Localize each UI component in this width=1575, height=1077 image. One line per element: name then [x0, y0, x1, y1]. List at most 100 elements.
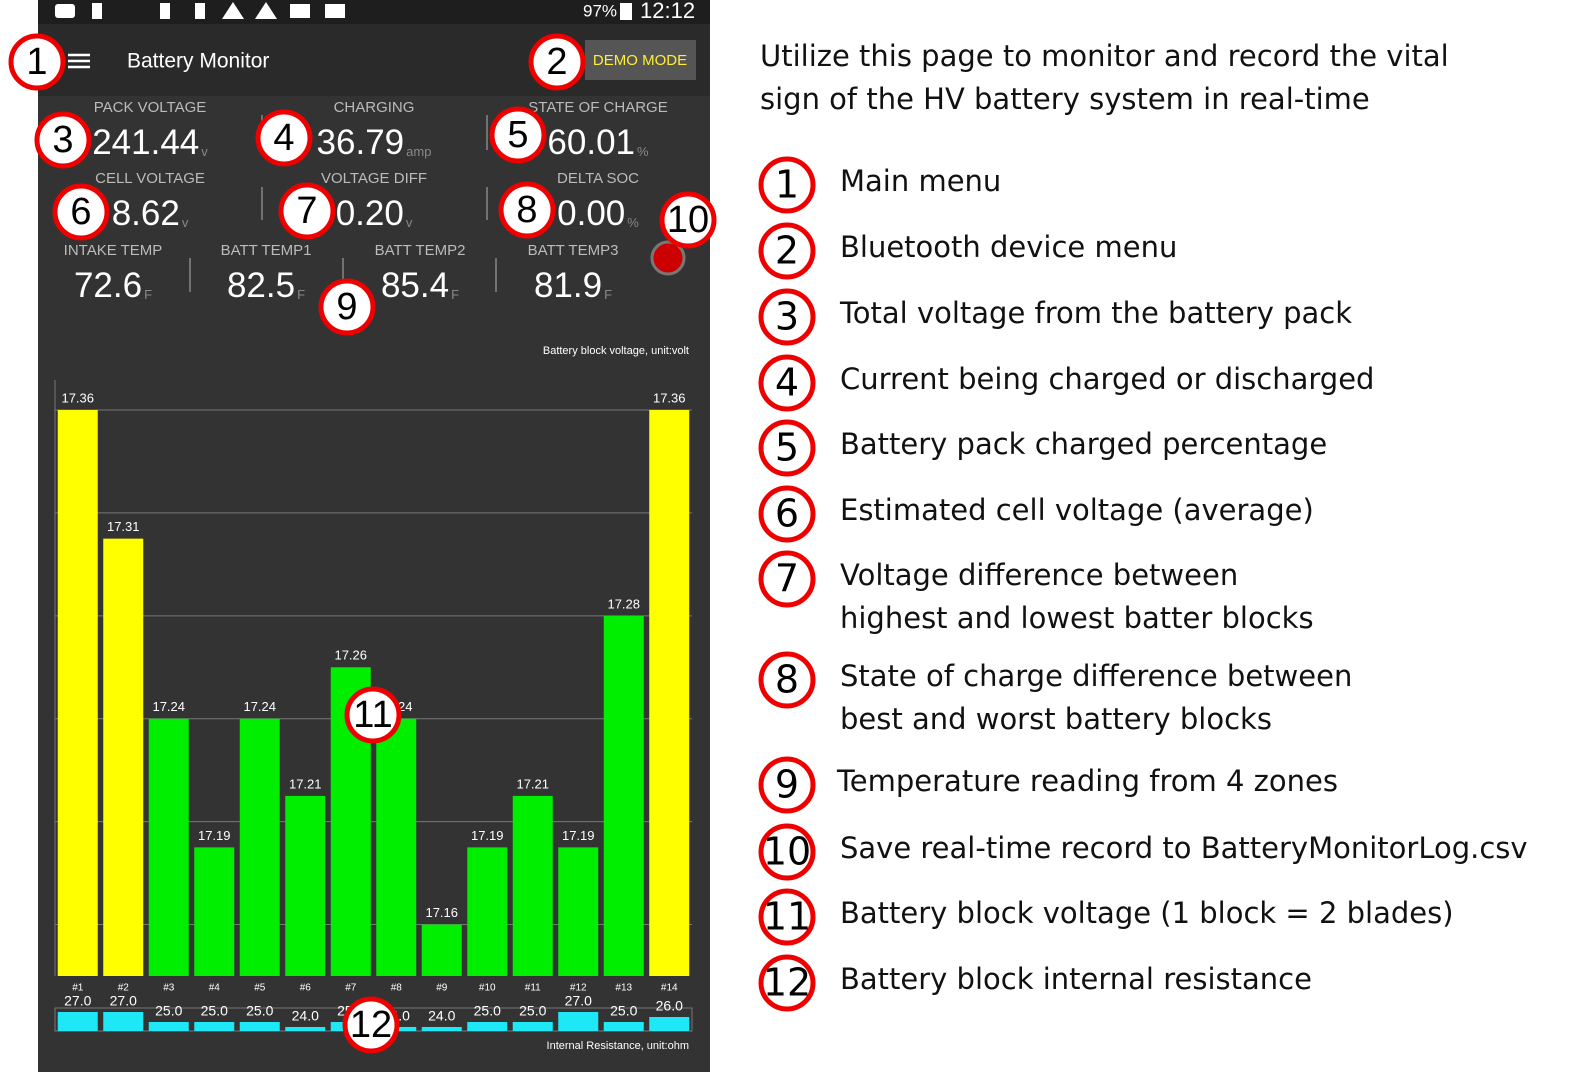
- annotation-text: Estimated cell voltage (average): [840, 493, 1314, 527]
- resistance-bar: [558, 1012, 599, 1031]
- metric-value: 82.5 F: [227, 266, 305, 305]
- metric-value: 85.4 F: [381, 266, 459, 305]
- annotation-badge: [8, 33, 66, 91]
- category-label: #7: [345, 983, 357, 994]
- menu-icon[interactable]: [68, 53, 90, 69]
- annotation-badge: [255, 109, 313, 167]
- annotation-badge: [528, 33, 586, 91]
- metric-number: 72.6: [74, 266, 142, 305]
- category-label: #5: [254, 983, 266, 994]
- resistance-bar: [57, 1012, 98, 1031]
- annotation-text: Voltage difference between: [840, 558, 1238, 592]
- metric-label: INTAKE TEMP: [64, 242, 163, 259]
- voltage-bar: [649, 410, 690, 976]
- metric-value: 8.62 v: [112, 194, 189, 233]
- annotation-badge: [342, 996, 400, 1054]
- intro-text: sign of the HV battery system in real-ti…: [760, 82, 1370, 116]
- value-label: 17.21: [289, 776, 322, 791]
- annotation-badge: [489, 106, 547, 164]
- badge-number: 12: [350, 1004, 392, 1046]
- annotation-badge: [659, 191, 717, 249]
- metric-unit: F: [451, 287, 459, 302]
- metric-unit: amp: [406, 144, 431, 159]
- resistance-bar: [148, 1022, 189, 1031]
- badge-number: 11: [353, 694, 392, 736]
- metric-unit: %: [637, 144, 649, 159]
- voltage-bar: [194, 847, 235, 976]
- category-label: #3: [163, 983, 175, 994]
- value-label: 24.0: [428, 1008, 455, 1024]
- badge-number: 5: [775, 426, 799, 470]
- metric-label: CHARGING: [334, 99, 415, 116]
- icon: [195, 3, 205, 19]
- demo-mode-button[interactable]: [585, 40, 696, 80]
- annotation-badge: [758, 222, 816, 280]
- resistance-bar: [512, 1022, 553, 1031]
- category-label: #2: [118, 983, 130, 994]
- badge-number: 4: [273, 117, 294, 159]
- category-label: #13: [615, 983, 632, 994]
- resistance-bar: [649, 1017, 690, 1031]
- value-label: 17.16: [425, 905, 458, 920]
- icon: [222, 2, 244, 19]
- badge-number: 10: [763, 830, 811, 874]
- metric-unit: v: [406, 215, 413, 230]
- annotation-text: State of charge difference between: [840, 659, 1352, 693]
- resistance-bar: [421, 1027, 462, 1031]
- value-label: 17.24: [152, 699, 185, 714]
- annotation-badge: [758, 354, 816, 412]
- value-label: 17.28: [607, 596, 640, 611]
- annotation-badge: [758, 156, 816, 214]
- badge-number: 2: [775, 229, 799, 273]
- badge-number: 3: [52, 119, 73, 161]
- metric-number: 81.9: [534, 266, 602, 305]
- annotation-text: Total voltage from the battery pack: [839, 296, 1352, 330]
- badge-number: 3: [775, 295, 799, 339]
- value-label: 25.0: [201, 1003, 228, 1019]
- value-label: 26.0: [656, 998, 683, 1014]
- value-label: 25.0: [474, 1003, 501, 1019]
- value-label: 17.19: [198, 828, 231, 843]
- annotation-badge: [758, 419, 816, 477]
- metric-number: 85.4: [381, 266, 449, 305]
- annotation-badge: [758, 823, 816, 881]
- annotation-badge: [498, 181, 556, 239]
- value-label: 17.19: [562, 828, 595, 843]
- voltage-bar: [603, 615, 644, 976]
- icon: [160, 3, 170, 19]
- metric-unit: F: [144, 287, 152, 302]
- category-label: #9: [436, 983, 448, 994]
- annotation-badge: [758, 954, 816, 1012]
- metric-unit: F: [604, 287, 612, 302]
- value-label: 25.0: [519, 1003, 546, 1019]
- category-label: #12: [570, 983, 587, 994]
- demo-mode-label[interactable]: DEMO MODE: [593, 52, 687, 69]
- value-label: 25.0: [246, 1003, 273, 1019]
- annotation-badge: [758, 888, 816, 946]
- badge-number: 1: [775, 163, 799, 207]
- voltage-bar: [467, 847, 508, 976]
- badge-number: 5: [507, 114, 528, 156]
- category-label: #1: [72, 983, 84, 994]
- resistance-bar: [239, 1022, 280, 1031]
- annotation-text: highest and lowest batter blocks: [840, 601, 1314, 635]
- category-label: #11: [525, 983, 541, 994]
- annotation-text: Bluetooth device menu: [840, 230, 1177, 264]
- value-label: 17.36: [653, 390, 686, 405]
- annotation-badge: [34, 111, 92, 169]
- metric-value: 36.79 amp: [317, 123, 432, 162]
- metric-value: 0.20 v: [336, 194, 413, 233]
- metric-label: CELL VOLTAGE: [95, 170, 205, 187]
- category-label: #6: [300, 983, 312, 994]
- badge-number: 7: [296, 190, 317, 232]
- annotation-badge: [758, 485, 816, 543]
- metric-value: 81.9 F: [534, 266, 612, 305]
- metric-value: 60.01%: [547, 123, 649, 162]
- metric-label: PACK VOLTAGE: [94, 99, 207, 116]
- value-label: 17.19: [471, 828, 504, 843]
- resistance-bar: [285, 1027, 326, 1031]
- category-label: #8: [391, 983, 403, 994]
- record-button[interactable]: [650, 240, 686, 276]
